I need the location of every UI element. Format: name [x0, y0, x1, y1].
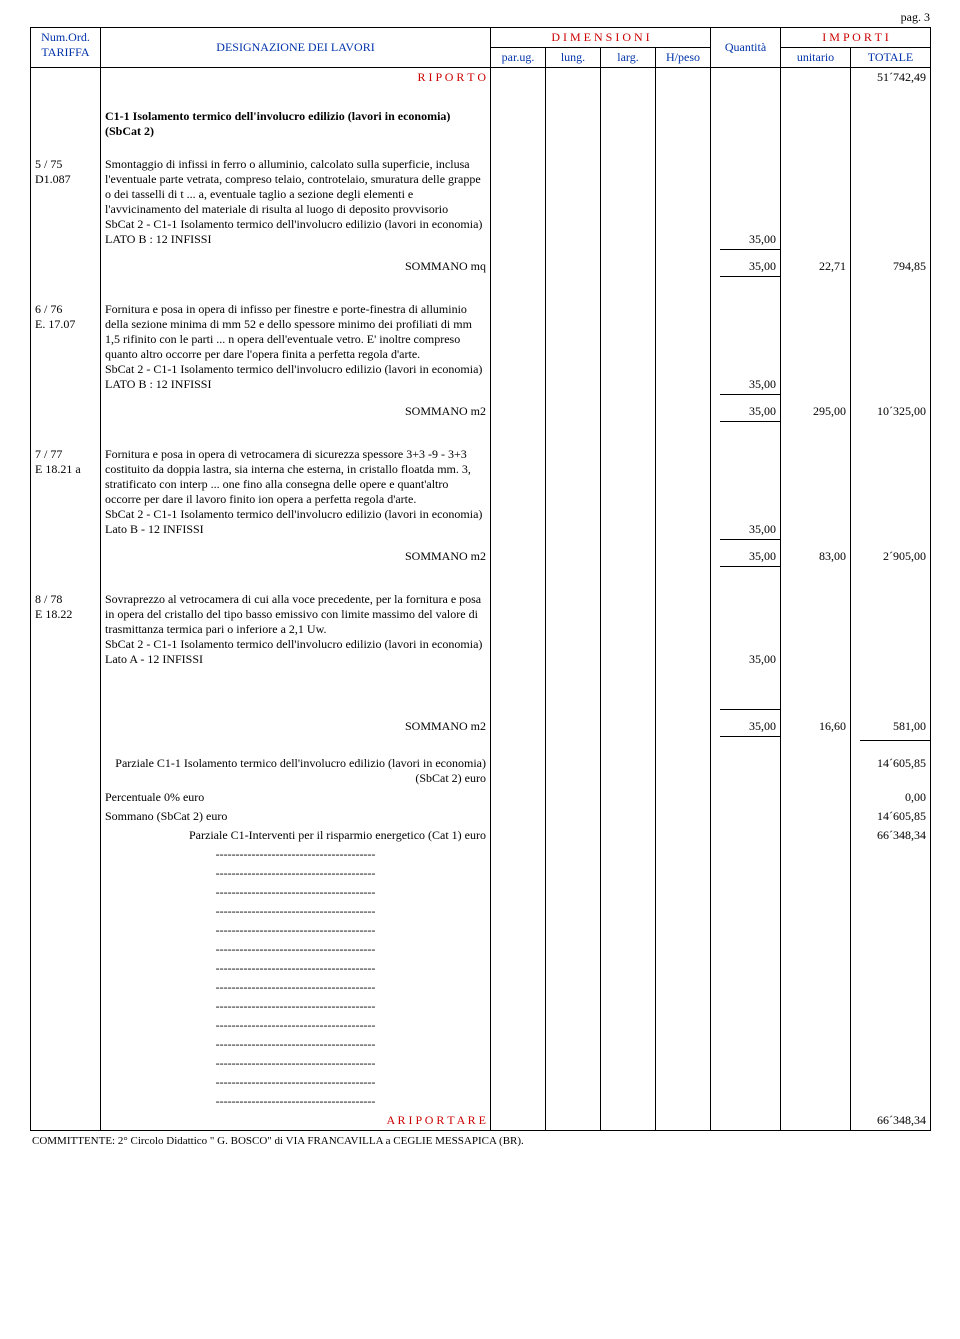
- item-unit-price: 22,71: [781, 257, 851, 276]
- dash-line: ----------------------------------------: [101, 1035, 491, 1054]
- item-qty: 35,00: [711, 300, 781, 394]
- item-num: 6 / 76 E. 17.07: [31, 300, 101, 394]
- hdr-quantita: Quantità: [711, 28, 781, 68]
- item-row: 8 / 78 E 18.22 Sovraprezzo al vetrocamer…: [31, 590, 931, 669]
- item-num: 5 / 75 D1.087: [31, 155, 101, 249]
- section-title-row: C1-1 Isolamento termico dell'involucro e…: [31, 107, 931, 141]
- parziale-l1: Parziale C1-1 Isolamento termico dell'in…: [101, 754, 491, 788]
- item-num-text: 5 / 75: [35, 157, 62, 171]
- item-num: 8 / 78 E 18.22: [31, 590, 101, 669]
- item-desc: Fornitura e posa in opera di infisso per…: [101, 300, 491, 394]
- item-sum-qty: 35,00: [711, 402, 781, 421]
- page: pag. 3 Num.Ord. TARIFFA DESIGNAZIONE DEI…: [0, 0, 960, 1167]
- riporto-value: 51´742,49: [851, 68, 931, 88]
- dash-line: ----------------------------------------: [101, 845, 491, 864]
- dash-line: ----------------------------------------: [101, 1073, 491, 1092]
- hdr-numord: Num.Ord. TARIFFA: [31, 28, 101, 68]
- parziale-l2: Percentuale 0% euro: [101, 788, 491, 807]
- parziale-row-2: Percentuale 0% euro 0,00: [31, 788, 931, 807]
- parziale-v2: 0,00: [851, 788, 931, 807]
- parziale-l4: Parziale C1-Interventi per il risparmio …: [101, 826, 491, 845]
- dash-line: ----------------------------------------: [101, 1092, 491, 1111]
- item-sum-qty: 35,00: [711, 257, 781, 276]
- dash-line: ----------------------------------------: [101, 959, 491, 978]
- riporto-row: R I P O R T O 51´742,49: [31, 68, 931, 88]
- item-qty: 35,00: [711, 590, 781, 669]
- riporto-label: R I P O R T O: [101, 68, 491, 88]
- cell-blank: [31, 68, 101, 88]
- page-number: pag. 3: [30, 10, 930, 25]
- item-desc: Fornitura e posa in opera di vetrocamera…: [101, 445, 491, 539]
- item-total: 10´325,00: [851, 402, 931, 421]
- item-qty: 35,00: [711, 155, 781, 249]
- dash-line: ----------------------------------------: [101, 1016, 491, 1035]
- hdr-unitario: unitario: [781, 48, 851, 68]
- item-num-text: 8 / 78: [35, 592, 62, 606]
- item-unit-price: 83,00: [781, 547, 851, 566]
- dash-line: ----------------------------------------: [101, 940, 491, 959]
- dash-line: ----------------------------------------: [101, 997, 491, 1016]
- item-num-text: 6 / 76: [35, 302, 62, 316]
- header-row-1: Num.Ord. TARIFFA DESIGNAZIONE DEI LAVORI…: [31, 28, 931, 48]
- item-sum-qty: 35,00: [711, 547, 781, 566]
- dash-line: ----------------------------------------: [101, 978, 491, 997]
- hdr-numord-l2: TARIFFA: [41, 45, 89, 59]
- hdr-larg: larg.: [601, 48, 656, 68]
- hdr-hpeso: H/peso: [656, 48, 711, 68]
- parziale-row-3: Sommano (SbCat 2) euro 14´605,85: [31, 807, 931, 826]
- item-sum-row: SOMMANO m2 35,00 16,60 581,00: [31, 717, 931, 736]
- hdr-numord-l1: Num.Ord.: [41, 30, 90, 44]
- item-sum-label: SOMMANO m2: [101, 717, 491, 736]
- riportare-value: 66´348,34: [851, 1111, 931, 1131]
- item-sum-row: SOMMANO mq 35,00 22,71 794,85: [31, 257, 931, 276]
- item-desc: Smontaggio di infissi in ferro o allumin…: [101, 155, 491, 249]
- dash-line: ----------------------------------------: [101, 883, 491, 902]
- hdr-parug: par.ug.: [491, 48, 546, 68]
- item-desc: Sovraprezzo al vetrocamera di cui alla v…: [101, 590, 491, 669]
- item-unit-price: 16,60: [781, 717, 851, 736]
- item-tariff-text: E. 17.07: [35, 317, 75, 331]
- item-sum-label: SOMMANO mq: [101, 257, 491, 276]
- item-sum-row: SOMMANO m2 35,00 83,00 2´905,00: [31, 547, 931, 566]
- hdr-importi: I M P O R T I: [781, 28, 931, 48]
- main-table: Num.Ord. TARIFFA DESIGNAZIONE DEI LAVORI…: [30, 27, 931, 1131]
- dash-line: ----------------------------------------: [101, 864, 491, 883]
- parziale-row-1: Parziale C1-1 Isolamento termico dell'in…: [31, 754, 931, 788]
- dash-line: ----------------------------------------: [101, 1054, 491, 1073]
- item-total: 581,00: [851, 717, 931, 736]
- section-title: C1-1 Isolamento termico dell'involucro e…: [101, 107, 491, 141]
- item-num: 7 / 77 E 18.21 a: [31, 445, 101, 539]
- item-sum-row: SOMMANO m2 35,00 295,00 10´325,00: [31, 402, 931, 421]
- item-tariff-text: E 18.22: [35, 607, 72, 621]
- item-row: 5 / 75 D1.087 Smontaggio di infissi in f…: [31, 155, 931, 249]
- parziale-v1: 14´605,85: [851, 754, 931, 788]
- parziale-v3: 14´605,85: [851, 807, 931, 826]
- item-row: 6 / 76 E. 17.07 Fornitura e posa in oper…: [31, 300, 931, 394]
- dash-line: ----------------------------------------: [101, 921, 491, 940]
- item-total: 794,85: [851, 257, 931, 276]
- item-sum-label: SOMMANO m2: [101, 547, 491, 566]
- hdr-totale: TOTALE: [851, 48, 931, 68]
- parziale-v4: 66´348,34: [851, 826, 931, 845]
- item-num-text: 7 / 77: [35, 447, 62, 461]
- item-tariff-text: E 18.21 a: [35, 462, 81, 476]
- dash-line: ----------------------------------------: [101, 902, 491, 921]
- item-tariff-text: D1.087: [35, 172, 71, 186]
- hdr-lung: lung.: [546, 48, 601, 68]
- riportare-row: A R I P O R T A R E 66´348,34: [31, 1111, 931, 1131]
- item-qty: 35,00: [711, 445, 781, 539]
- parziale-l3: Sommano (SbCat 2) euro: [101, 807, 491, 826]
- item-sum-qty: 35,00: [711, 717, 781, 736]
- committente-footer: COMMITTENTE: 2° Circolo Didattico " G. B…: [30, 1135, 930, 1147]
- hdr-designazione: DESIGNAZIONE DEI LAVORI: [101, 28, 491, 68]
- item-row: 7 / 77 E 18.21 a Fornitura e posa in ope…: [31, 445, 931, 539]
- item-unit-price: 295,00: [781, 402, 851, 421]
- item-total: 2´905,00: [851, 547, 931, 566]
- riportare-label: A R I P O R T A R E: [101, 1111, 491, 1131]
- hdr-dimensioni: D I M E N S I O N I: [491, 28, 711, 48]
- spacer: [31, 87, 931, 107]
- item-sum-label: SOMMANO m2: [101, 402, 491, 421]
- parziale-row-4: Parziale C1-Interventi per il risparmio …: [31, 826, 931, 845]
